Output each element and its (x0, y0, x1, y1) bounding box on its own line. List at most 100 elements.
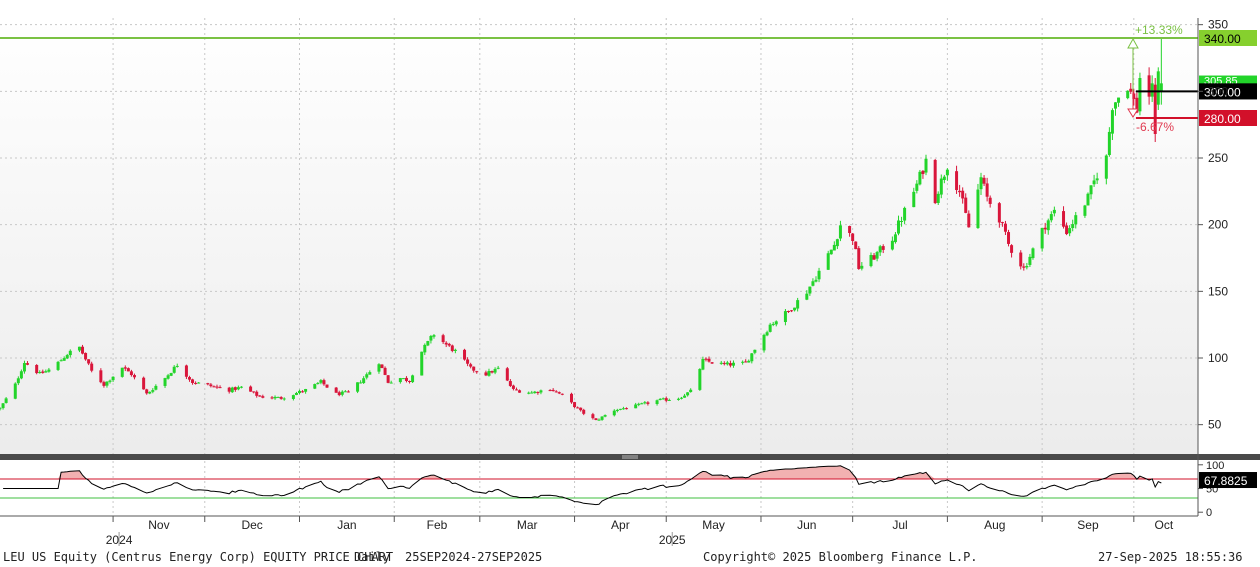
candle-up (680, 397, 684, 399)
candle-up (1110, 110, 1114, 134)
candle-up (878, 246, 882, 253)
candle-up (120, 367, 124, 377)
candle-down (569, 393, 573, 403)
candle-down (557, 392, 561, 394)
candle-up (945, 169, 949, 176)
candle-up (698, 369, 702, 390)
candle-down (270, 397, 274, 399)
candle-down (790, 310, 794, 312)
price-tick-label: 50 (1208, 418, 1222, 432)
candle-up (530, 392, 534, 394)
candle-down (252, 391, 256, 393)
candle-down (301, 391, 305, 393)
candle-up (340, 391, 344, 395)
candle-up (765, 332, 769, 336)
candle-up (38, 372, 42, 374)
month-label: Oct (1154, 518, 1173, 532)
candle-down (576, 407, 580, 409)
candle-down (536, 392, 540, 394)
candle-up (151, 390, 155, 392)
candle-down (728, 363, 732, 366)
candle-up (230, 387, 234, 393)
candle-up (273, 396, 277, 399)
candle-up (900, 220, 904, 222)
candle-up (676, 398, 680, 400)
price-tick-label: 300 (1208, 84, 1228, 98)
candle-up (108, 380, 112, 382)
candle-up (811, 281, 815, 286)
candle-up (774, 321, 778, 325)
month-label: Dec (241, 518, 262, 532)
candle-up (1089, 185, 1093, 195)
candle-up (976, 189, 980, 229)
candle-down (346, 391, 350, 393)
candle-up (1049, 214, 1053, 221)
candle-up (294, 393, 298, 395)
candle-down (466, 359, 470, 364)
candle-up (621, 408, 625, 410)
panel-divider[interactable] (0, 454, 1260, 460)
candle-down (233, 387, 237, 390)
candle-up (359, 382, 363, 384)
candle-down (206, 383, 210, 385)
candle-down (508, 381, 512, 386)
candle-down (212, 386, 216, 388)
year-label: 2025 (659, 533, 686, 547)
candle-up (401, 378, 405, 380)
price-tick-label: 150 (1208, 284, 1228, 298)
candle-down (142, 377, 146, 390)
candle-up (597, 419, 601, 421)
candle-down (1132, 93, 1136, 99)
candle-up (655, 400, 659, 404)
candle-down (41, 371, 45, 373)
candle-up (298, 390, 301, 394)
candle-down (1019, 252, 1023, 267)
candle-up (432, 335, 436, 337)
candle-up (805, 293, 809, 300)
candle-down (90, 363, 94, 371)
grid-layer (0, 18, 1198, 516)
candle-down (215, 386, 219, 388)
candle-up (860, 265, 864, 269)
candle-down (279, 397, 283, 399)
candle-down (408, 381, 412, 383)
month-label: Mar (517, 518, 538, 532)
candle-down (99, 370, 103, 383)
candle-down (548, 390, 552, 392)
candle-up (835, 239, 839, 247)
candle-up (942, 176, 946, 181)
candle-down (249, 386, 253, 392)
candle-up (814, 279, 818, 282)
up-arrow-icon (1127, 37, 1139, 49)
candle-up (890, 240, 894, 250)
chart-svg: 340.00300.00280.00305.85300.00+13.33%-6.… (0, 18, 1260, 547)
rsi-panel-background (0, 461, 1198, 516)
candle-up (640, 403, 644, 405)
candle-up (725, 362, 729, 365)
price-tick-label: 100 (1208, 351, 1228, 365)
candle-down (475, 371, 479, 373)
candle-up (924, 158, 928, 173)
candle-down (404, 377, 408, 381)
candle-up (1068, 228, 1072, 234)
price-tick-label: 250 (1208, 151, 1228, 165)
candle-up (59, 360, 63, 362)
candle-up (282, 398, 286, 400)
candle-up (936, 193, 940, 203)
candle-down (490, 371, 494, 373)
level-layer: 340.00300.00280.00305.85300.00+13.33%-6.… (0, 23, 1257, 134)
candle-down (554, 391, 558, 393)
level-tag-text: 340.00 (1204, 32, 1241, 46)
candle-up (236, 387, 240, 390)
candle-up (1052, 209, 1056, 214)
candle-up (1031, 248, 1035, 259)
candle-down (851, 233, 855, 241)
candle-up (368, 372, 372, 375)
candle-up (111, 376, 115, 381)
candle-up (826, 253, 830, 270)
candle-down (463, 349, 467, 360)
candle-down (1062, 211, 1066, 227)
candle-down (132, 375, 136, 378)
candle-up (1, 403, 5, 409)
